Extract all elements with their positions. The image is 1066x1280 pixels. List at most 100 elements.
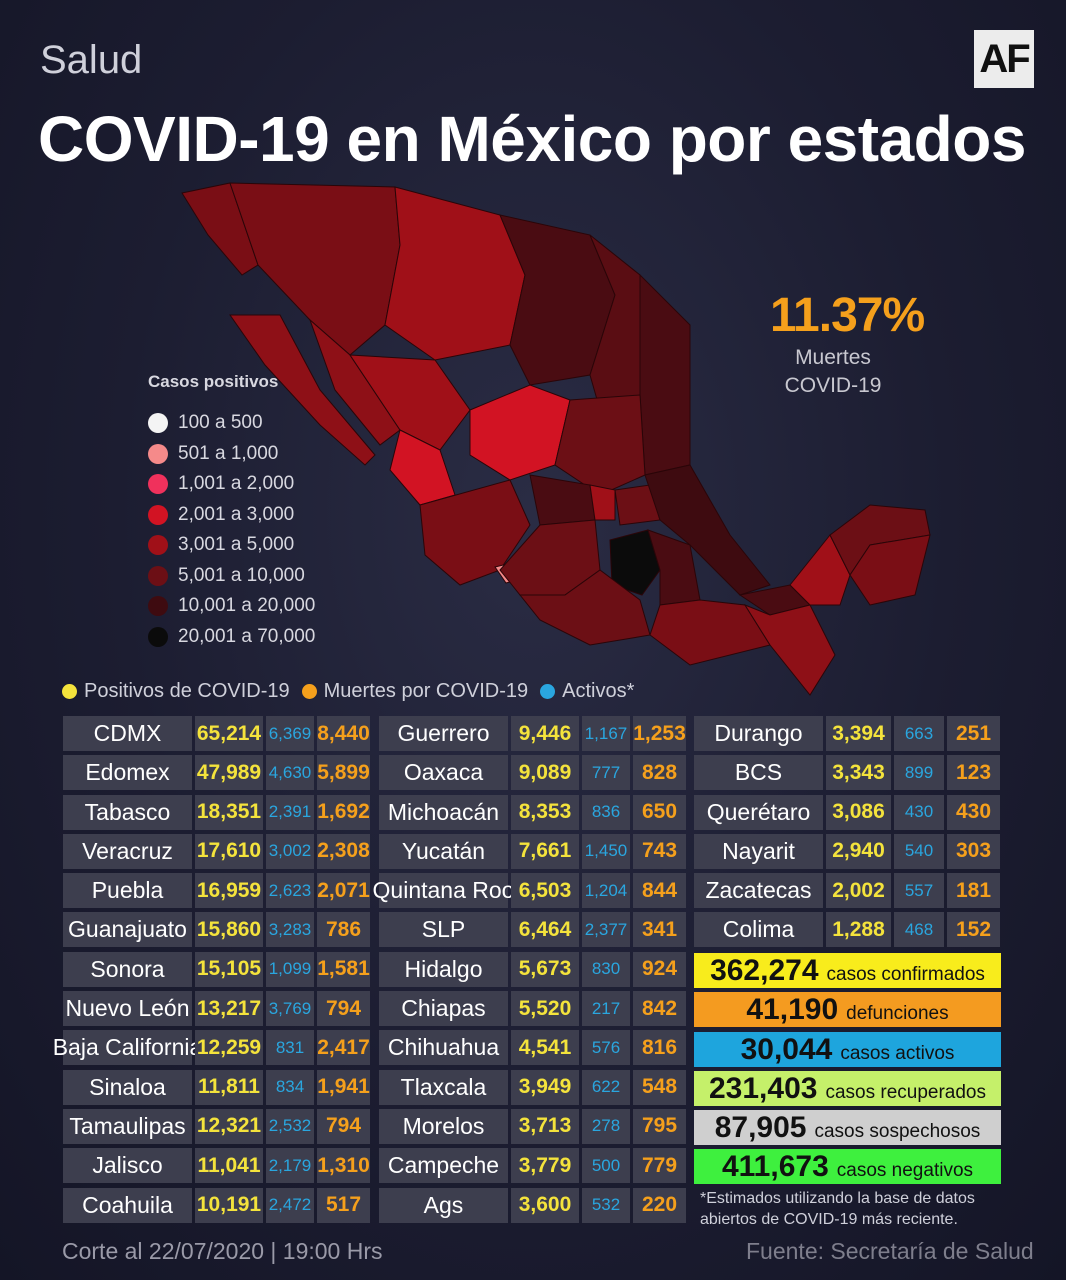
summary-row: 87,905 casos sospechosos [694, 1110, 1001, 1146]
state-name: BCS [694, 755, 823, 791]
positive-cases: 3,949 [511, 1069, 579, 1105]
deaths: 251 [947, 716, 1000, 751]
legend-item: 3,001 a 5,000 [148, 530, 315, 561]
deaths: 123 [947, 755, 1000, 791]
deaths: 181 [947, 873, 1000, 909]
state-name: Tabasco [63, 794, 192, 830]
table-row: Puebla 16,959 2,623 2,071 [63, 873, 373, 909]
positive-cases: 3,713 [511, 1108, 579, 1144]
state-table-col1: CDMX 65,214 6,369 8,440 Edomex 47,989 4,630 5,8… [53, 716, 373, 1227]
table-row: Michoacán 8,353 836 650 [379, 794, 689, 830]
positive-cases: 47,989 [195, 755, 263, 791]
legend-item: 2,001 a 3,000 [148, 500, 315, 531]
footnote-line1: *Estimados utilizando la base de datos [700, 1190, 975, 1207]
positive-cases: 3,086 [826, 794, 891, 830]
legend-swatch [148, 535, 168, 556]
summary-value: 362,274 [710, 954, 819, 987]
deaths: 816 [633, 1030, 686, 1066]
active-cases: 663 [894, 716, 944, 751]
deaths: 1,253 [633, 716, 686, 751]
legend-label: 2,001 a 3,000 [178, 503, 295, 525]
national-summary: 362,274 casos confirmados 41,190 defuncione… [694, 953, 1001, 1189]
table-row: Sinaloa 11,811 834 1,941 [63, 1069, 373, 1105]
mexico-map [181, 182, 931, 696]
positive-cases: 3,600 [511, 1187, 579, 1223]
deaths: 795 [633, 1108, 686, 1144]
table-row: Tabasco 18,351 2,391 1,692 [63, 794, 373, 830]
state-name: Nayarit [694, 833, 823, 869]
map-region-tamaulipas [639, 273, 691, 476]
deaths: 430 [947, 794, 1000, 830]
state-name: Hidalgo [379, 951, 508, 987]
deaths: 842 [633, 991, 686, 1027]
positive-cases: 17,610 [195, 833, 263, 869]
legend-items: 100 a 500 501 a 1,000 1,001 a 2,000 2,001 a… [148, 408, 315, 652]
table-row: Edomex 47,989 4,630 5,899 [63, 755, 373, 791]
state-table-col3: Durango 3,394 663 251 BCS 3,343 899 123 Querétar… [694, 716, 1003, 952]
active-cases: 777 [582, 755, 630, 791]
summary-row: 231,403 casos recuperados [694, 1070, 1001, 1106]
active-cases: 576 [582, 1030, 630, 1066]
state-name: Chihuahua [379, 1030, 508, 1066]
brand-logo: AF [974, 30, 1034, 88]
state-name: CDMX [63, 716, 192, 751]
deaths: 548 [633, 1069, 686, 1105]
deaths: 794 [317, 991, 370, 1027]
table-row: Morelos 3,713 278 795 [379, 1108, 689, 1144]
active-cases: 532 [582, 1187, 630, 1223]
state-name: Coahuila [63, 1187, 192, 1223]
positive-cases: 13,217 [195, 991, 263, 1027]
positive-cases: 5,673 [511, 951, 579, 987]
deaths: 2,417 [317, 1030, 370, 1066]
active-cases: 4,630 [266, 755, 314, 791]
table-row: Querétaro 3,086 430 430 [694, 794, 1003, 830]
map-region-chihuahua [384, 186, 526, 361]
legend-swatch [148, 504, 168, 525]
deaths: 794 [317, 1108, 370, 1144]
positive-cases: 12,259 [195, 1030, 263, 1066]
deaths: 1,581 [317, 951, 370, 987]
positive-cases: 65,214 [195, 716, 263, 751]
map-region-zacatecas [469, 384, 571, 481]
positive-cases: 11,811 [195, 1069, 263, 1105]
state-name: Chiapas [379, 991, 508, 1027]
table-row: Baja California 12,259 831 2,417 [53, 1030, 373, 1066]
map-region-guerrero [518, 569, 651, 646]
positive-cases: 3,394 [826, 716, 891, 751]
positive-cases: 18,351 [195, 794, 263, 830]
table-row: Coahuila 10,191 2,472 517 [63, 1187, 373, 1223]
positive-cases: 11,041 [195, 1148, 263, 1184]
map-region-quintana-roo [849, 534, 931, 606]
deaths: 650 [633, 794, 686, 830]
state-name: Durango [694, 716, 823, 751]
deaths: 303 [947, 833, 1000, 869]
deaths: 152 [947, 912, 1000, 948]
footnote: *Estimados utilizando la base de datos a… [700, 1188, 975, 1230]
summary-row: 41,190 defunciones [694, 992, 1001, 1028]
positive-cases: 7,661 [511, 833, 579, 869]
deaths: 220 [633, 1187, 686, 1223]
active-cases: 6,369 [266, 716, 314, 751]
legend-label: 1,001 a 2,000 [178, 473, 295, 495]
active-cases: 2,532 [266, 1108, 314, 1144]
key-dot-icon [301, 684, 317, 699]
active-cases: 1,099 [266, 951, 314, 987]
summary-value: 87,905 [714, 1111, 807, 1145]
legend-swatch [148, 443, 168, 464]
active-cases: 2,472 [266, 1187, 314, 1223]
deaths: 924 [633, 951, 686, 987]
summary-label: casos negativos [836, 1160, 974, 1182]
active-cases: 2,391 [266, 794, 314, 830]
active-cases: 899 [894, 755, 944, 791]
map-region-slp [554, 394, 646, 496]
active-cases: 836 [582, 794, 630, 830]
summary-value: 41,190 [746, 993, 839, 1027]
active-cases: 217 [582, 991, 630, 1027]
legend-swatch [148, 565, 168, 586]
deaths: 1,310 [317, 1148, 370, 1184]
key-label: Positivos de COVID-19 [84, 680, 290, 702]
positive-cases: 2,002 [826, 873, 891, 909]
table-row: Quintana Roo 6,503 1,204 844 [373, 873, 689, 909]
table-row: Nuevo León 13,217 3,769 794 [63, 991, 373, 1027]
table-row: Tamaulipas 12,321 2,532 794 [63, 1108, 373, 1144]
